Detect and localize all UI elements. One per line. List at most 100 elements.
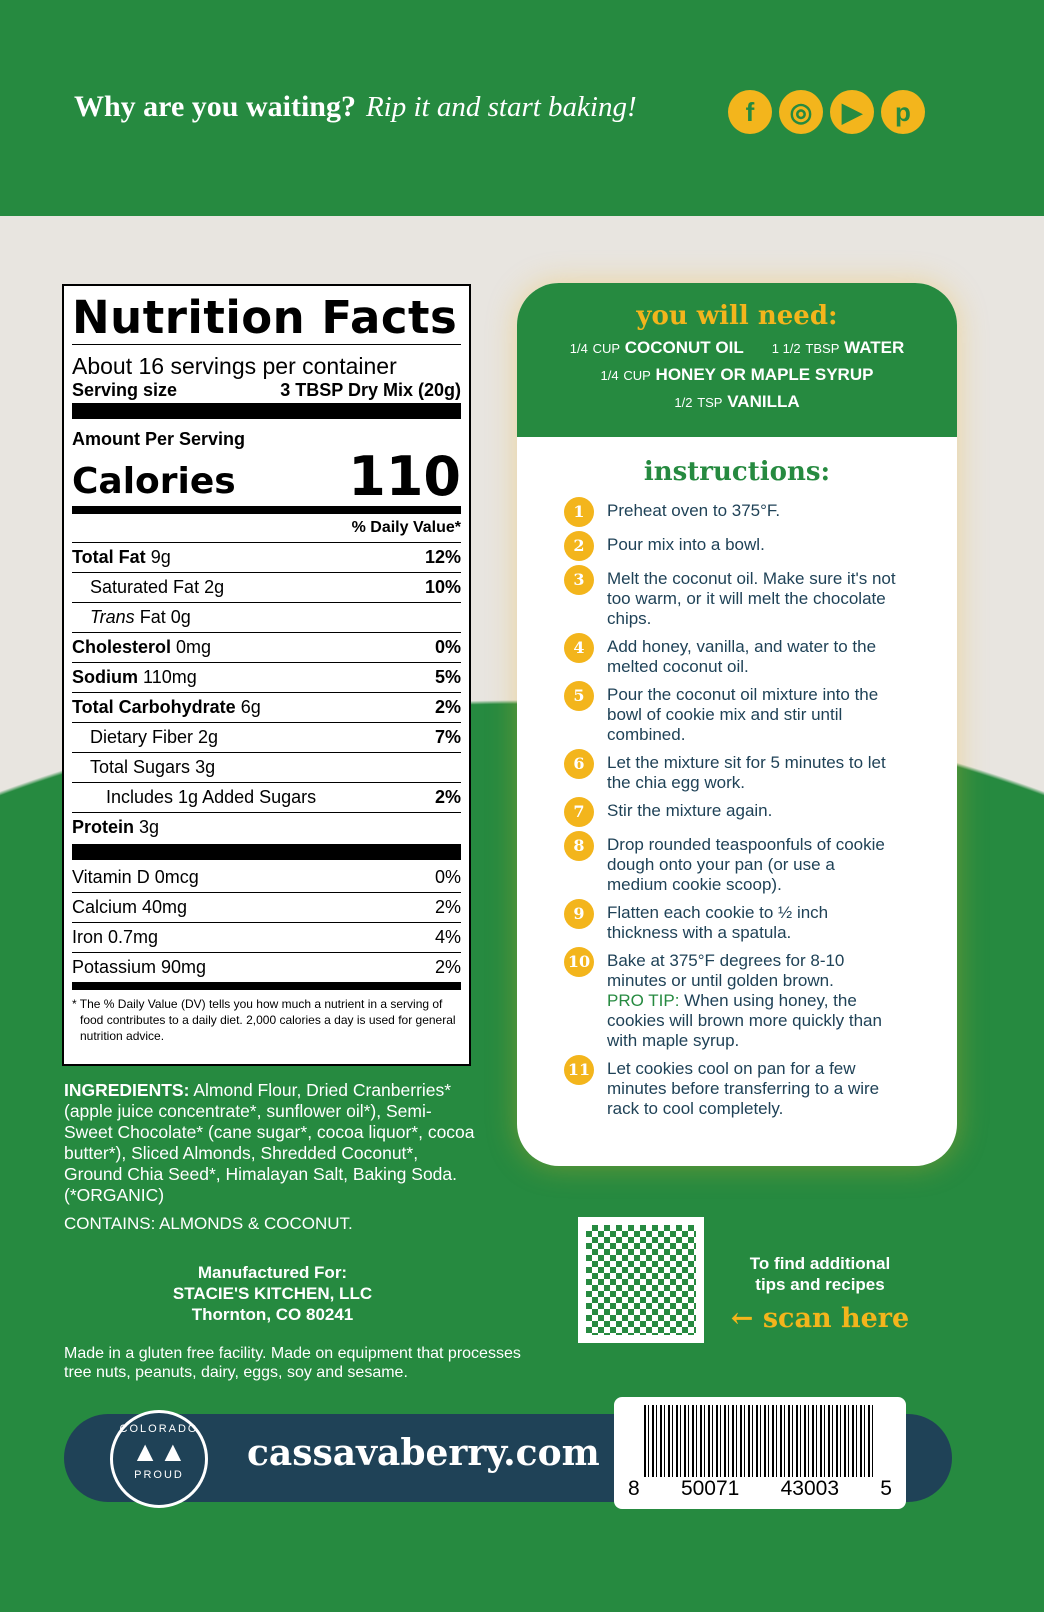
qr-code[interactable] [578, 1217, 704, 1343]
website-link[interactable]: cassavaberry.com [247, 1432, 600, 1474]
facebook-icon[interactable]: f [728, 90, 772, 134]
nutrient-row: Sodium 110mg 5% [72, 662, 461, 692]
step-text-wrap: Stir the mixture again. [607, 801, 897, 827]
instruction-step: 10 Bake at 375°F degrees for 8-10 minutes… [564, 947, 957, 1051]
step-text: Let cookies cool on pan for a few minute… [607, 1059, 880, 1118]
step-number-badge: 9 [564, 899, 594, 929]
facility-statement: Made in a gluten free facility. Made on … [64, 1345, 521, 1381]
step-number-badge: 6 [564, 749, 594, 779]
serving-size-label: Serving size [72, 380, 178, 400]
nutrition-facts-panel: Nutrition Facts About 16 servings per co… [62, 284, 471, 1066]
instruction-step: 3 Melt the coconut oil. Make sure it's no… [564, 565, 957, 629]
pro-tip-text: When using honey, the cookies will brown… [607, 991, 882, 1050]
tagline-italic: Rip it and start baking! [365, 91, 637, 123]
vitamin-dv: 2% [434, 897, 461, 917]
pro-tip: PRO TIP: When using honey, the cookies w… [607, 991, 897, 1051]
allergens: CONTAINS: ALMONDS & COCONUT. [64, 1214, 353, 1233]
step-text: Drop rounded teaspoonfuls of cookie doug… [607, 835, 885, 894]
nutrient-dv: 7% [434, 727, 461, 747]
nutrient-row: Trans Fat 0g [72, 602, 461, 632]
step-text: Add honey, vanilla, and water to the mel… [607, 637, 877, 676]
instruction-step: 1 Preheat oven to 375°F. [564, 497, 957, 527]
unit: CUP [592, 341, 621, 356]
nutrition-title: Nutrition Facts [72, 292, 461, 345]
nutrient-label: Total Fat 9g [72, 547, 171, 568]
manufacturer-line: STACIE'S KITCHEN, LLC [172, 1284, 373, 1303]
nutrient-row: Includes 1g Added Sugars 2% [72, 782, 461, 812]
daily-value-header: % Daily Value* [351, 519, 461, 536]
qty: 1/2 [674, 395, 693, 410]
nutrient-name: Sodium [72, 667, 138, 687]
manufacturer-line: Thornton, CO 80241 [191, 1305, 354, 1324]
nutrient-dv: 2% [434, 697, 461, 717]
need-item: 1 1/2 TBSP WATER [772, 338, 904, 357]
tagline-bold: Why are you waiting? [74, 90, 356, 123]
nutrient-amount: 3g [139, 817, 160, 837]
nutrient-name: Includes 1g Added Sugars [106, 787, 317, 807]
you-will-need: you will need: 1/4 CUP COCONUT OIL 1 1/2 … [517, 283, 957, 437]
nutrient-amount: 2g [204, 577, 225, 597]
nutrient-dv: 10% [424, 577, 461, 597]
barcode-digits: 43003 [780, 1477, 840, 1500]
step-text: Pour mix into a bowl. [607, 535, 765, 554]
vitamin-row: Potassium 90mg 2% [72, 952, 461, 982]
qr-text: To find additional [749, 1254, 891, 1273]
instruction-step: 8 Drop rounded teaspoonfuls of cookie dou… [564, 831, 957, 895]
vitamin-row: Vitamin D 0mcg 0% [72, 862, 461, 892]
colorado-proud-logo: COLORADO ▲▲ PROUD [110, 1410, 208, 1508]
nutrient-dv: 0% [434, 637, 461, 657]
barcode-digits: 5 [880, 1477, 892, 1500]
pro-tip-label: PRO TIP: [607, 991, 680, 1010]
barcode: 8 50071 43003 5 [614, 1397, 906, 1509]
nutrient-label: Total Sugars 3g [90, 757, 215, 778]
nutrient-label: Trans Fat 0g [90, 607, 191, 628]
pinterest-icon[interactable]: p [881, 90, 925, 134]
nutrient-amount: Fat 0g [139, 607, 191, 627]
step-number-badge: 2 [564, 531, 594, 561]
step-text-wrap: Melt the coconut oil. Make sure it's not… [607, 569, 897, 629]
step-number-badge: 4 [564, 633, 594, 663]
vitamin-row: Calcium 40mg 2% [72, 892, 461, 922]
qty: 1/4 [569, 341, 588, 356]
nutrient-name: Dietary Fiber [90, 727, 194, 747]
nutrient-amount: 9g [150, 547, 171, 567]
barcode-digits: 8 [628, 1477, 640, 1500]
ingredient: HONEY OR MAPLE SYRUP [655, 365, 874, 384]
vitamin-name: Potassium 90mg [72, 957, 207, 977]
step-text: Bake at 375°F degrees for 8-10 minutes o… [607, 951, 845, 990]
ingredients-label: INGREDIENTS: [64, 1080, 190, 1100]
divider [72, 403, 461, 419]
nutrient-row: Total Carbohydrate 6g 2% [72, 692, 461, 722]
vitamin-dv: 4% [434, 927, 461, 947]
logo-text: PROUD [134, 1469, 184, 1481]
vitamin-name: Iron 0.7mg [72, 927, 159, 947]
nutrient-name: Total Fat [72, 547, 146, 567]
step-number-badge: 8 [564, 831, 594, 861]
nutrient-amount: 110mg [143, 667, 197, 687]
instructions-title: instructions: [643, 457, 831, 487]
manufacturer-line: Manufactured For: [197, 1263, 348, 1282]
step-number-badge: 10 [564, 947, 594, 977]
serving-size-value: 3 TBSP Dry Mix (20g) [280, 380, 461, 400]
mountain-icon: ▲▲ [131, 1436, 187, 1467]
step-text-wrap: Pour mix into a bowl. [607, 535, 897, 561]
manufacturer: Manufactured For: STACIE'S KITCHEN, LLC Th… [100, 1262, 445, 1325]
instagram-icon[interactable]: ◎ [779, 90, 823, 134]
ingredients-text: Almond Flour, Dried Cranberries* (apple … [64, 1080, 475, 1205]
nutrient-row: Total Fat 9g 12% [72, 542, 461, 572]
step-text-wrap: Let the mixture sit for 5 minutes to let… [607, 753, 897, 793]
need-item: 1/2 TSP VANILLA [674, 392, 799, 411]
scan-here: ← scan here [730, 1303, 910, 1334]
nutrient-row: Saturated Fat 2g 10% [72, 572, 461, 602]
step-number-badge: 7 [564, 797, 594, 827]
instruction-step: 4 Add honey, vanilla, and water to the me… [564, 633, 957, 677]
nutrient-label: Includes 1g Added Sugars [106, 787, 316, 808]
step-text-wrap: Flatten each cookie to ½ inch thickness … [607, 903, 897, 943]
nutrient-row: Total Sugars 3g [72, 752, 461, 782]
nutrient-row: Cholesterol 0mg 0% [72, 632, 461, 662]
nutrient-label: Protein 3g [72, 817, 159, 838]
step-number-badge: 11 [564, 1055, 594, 1085]
instruction-step: 9 Flatten each cookie to ½ inch thickness… [564, 899, 957, 943]
youtube-icon[interactable]: ▶ [830, 90, 874, 134]
logo-text: COLORADO [119, 1423, 199, 1435]
